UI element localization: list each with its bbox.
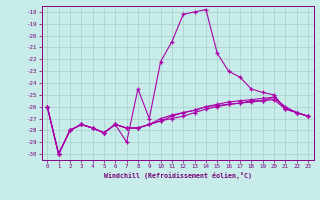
X-axis label: Windchill (Refroidissement éolien,°C): Windchill (Refroidissement éolien,°C) bbox=[104, 172, 252, 179]
